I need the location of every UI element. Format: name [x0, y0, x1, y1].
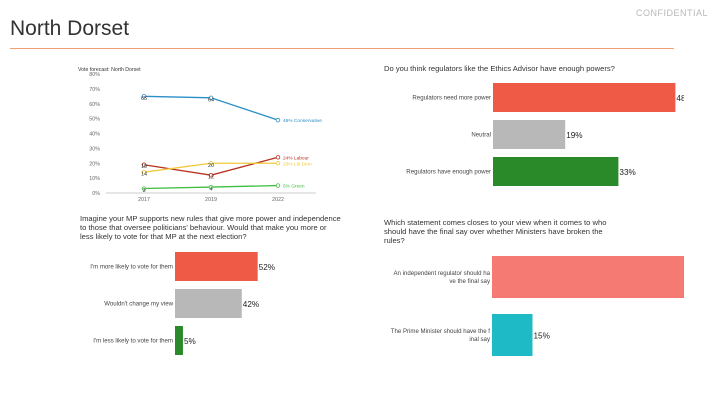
- category-label: I'm less likely to vote for them: [93, 338, 173, 345]
- regulator-powers-bar-chart: 48% Regulators need more power 19% Neutral 3…: [406, 83, 684, 186]
- category-label: Regulators have enough power: [406, 169, 491, 176]
- data-point: [275, 161, 281, 166]
- x-tick-label: 2017: [138, 197, 150, 203]
- bar: [493, 157, 619, 186]
- bar: [493, 120, 566, 149]
- confidential-label: CONFIDENTIAL: [635, 8, 708, 18]
- page-title: North Dorset: [10, 17, 130, 40]
- bar-value-label: 48%: [676, 94, 684, 103]
- data-point: [141, 162, 147, 167]
- data-point: [275, 183, 281, 188]
- data-label: 12: [208, 175, 214, 181]
- data-label: 65: [141, 96, 147, 102]
- y-tick-label: 30%: [89, 146, 100, 152]
- data-point: [141, 186, 147, 191]
- data-point: [275, 117, 281, 123]
- series-end-label: 24% Labour: [283, 155, 309, 161]
- data-label: 4: [210, 187, 213, 193]
- series-end-label: 5% Green: [283, 184, 305, 190]
- bar: [493, 83, 676, 112]
- bar-value-label: 15%: [534, 331, 550, 340]
- vote-forecast-chart: Vote forecast: North Dorset 0% 10% 20% 30% 40…: [78, 67, 322, 203]
- bar-value-label: 19%: [566, 131, 582, 140]
- bar: [175, 252, 258, 281]
- bar-value-label: 5%: [184, 337, 196, 346]
- data-point: [141, 94, 147, 99]
- x-tick-label: 2022: [272, 197, 284, 203]
- bar-value-label: 33%: [619, 168, 635, 177]
- final-say-bar-chart: 85%An independent regulator should have …: [391, 256, 684, 356]
- bar-value-label: 42%: [243, 300, 259, 309]
- data-point: [141, 169, 147, 175]
- category-label: I'm more likely to vote for them: [90, 264, 173, 271]
- y-tick-label: 50%: [89, 117, 100, 123]
- y-tick-label: 20%: [89, 161, 100, 167]
- bar-value-label: 52%: [259, 263, 275, 272]
- data-label: 64: [208, 97, 214, 103]
- series-end-label: 49% Conservative: [283, 118, 322, 124]
- bar: [175, 289, 242, 318]
- data-point: [208, 172, 214, 178]
- y-tick-label: 60%: [89, 102, 100, 108]
- mp-support-bar-chart: 52% I'm more likely to vote for them 42% Wo…: [90, 252, 275, 355]
- y-tick-label: 0%: [92, 191, 100, 197]
- category-label: Regulators need more power: [412, 95, 491, 102]
- category-label: The Prime Minister should have the f inal…: [391, 328, 491, 343]
- category-label: Wouldn't change my view: [104, 301, 173, 308]
- question-final-say: Which statement comes closes to your vie…: [384, 218, 607, 245]
- y-tick-label: 40%: [89, 132, 100, 138]
- line-chart-title: Vote forecast: North Dorset: [78, 67, 141, 73]
- bar: [492, 314, 533, 356]
- bar: [492, 256, 684, 298]
- data-label: 20: [208, 163, 214, 169]
- category-label: Neutral: [471, 132, 491, 139]
- data-label: 19: [141, 164, 147, 170]
- bar: [175, 326, 183, 355]
- data-point: [275, 155, 281, 160]
- y-tick-label: 70%: [89, 87, 100, 93]
- category-label: An independent regulator should ha ve the…: [393, 270, 491, 285]
- data-point: [208, 161, 214, 166]
- data-label: 14: [141, 172, 147, 178]
- data-point: [208, 184, 214, 190]
- data-label: 3: [143, 188, 146, 194]
- y-tick-label: 10%: [89, 176, 100, 182]
- title-divider: [10, 48, 674, 49]
- series-end-label: 20% Lib Dem: [283, 161, 312, 167]
- data-point: [208, 95, 214, 100]
- question-mp-support: Imagine your MP supports new rules that …: [80, 214, 341, 241]
- question-regulator-powers: Do you think regulators like the Ethics …: [384, 64, 615, 73]
- x-tick-label: 2019: [205, 197, 217, 203]
- y-tick-label: 80%: [89, 72, 100, 78]
